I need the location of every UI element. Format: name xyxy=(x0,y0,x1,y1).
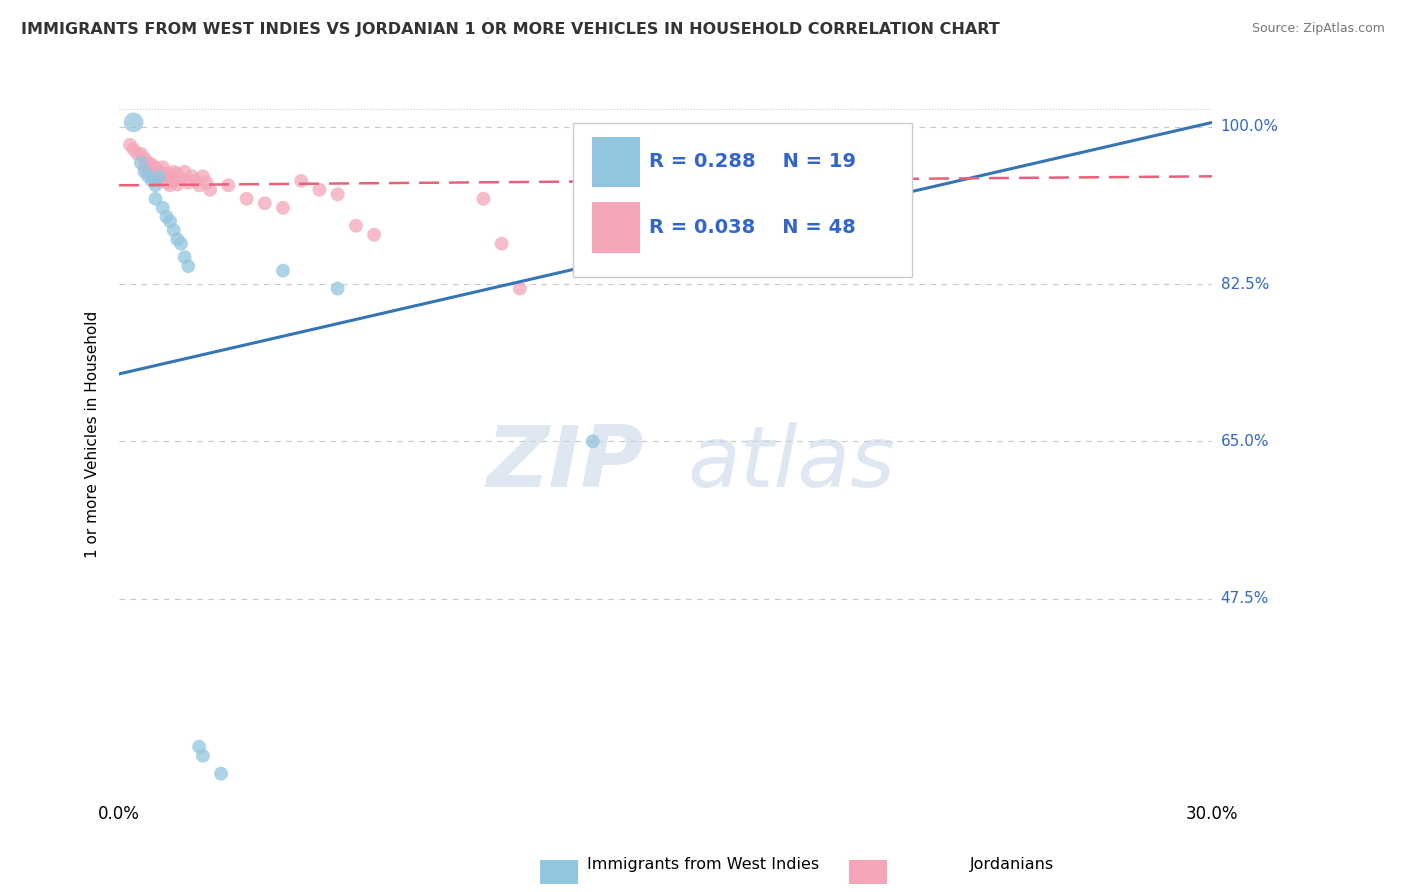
FancyBboxPatch shape xyxy=(592,136,641,187)
Point xyxy=(134,165,156,179)
Point xyxy=(129,146,152,161)
Point xyxy=(136,169,159,184)
FancyBboxPatch shape xyxy=(572,123,911,277)
Point xyxy=(188,178,211,193)
Point xyxy=(173,165,195,179)
Point xyxy=(177,259,200,273)
Point xyxy=(235,192,257,206)
Point xyxy=(891,128,914,143)
Point xyxy=(188,739,211,754)
Point xyxy=(654,165,676,179)
Point xyxy=(173,250,195,264)
Point xyxy=(155,176,177,190)
Point xyxy=(509,282,531,296)
Point xyxy=(159,214,181,228)
Point xyxy=(491,236,513,251)
Point xyxy=(163,223,186,237)
Point xyxy=(217,178,239,193)
Point xyxy=(155,167,177,181)
Point xyxy=(163,165,186,179)
Text: atlas: atlas xyxy=(688,422,896,506)
Point xyxy=(166,167,188,181)
Point xyxy=(672,236,695,251)
Point xyxy=(198,183,221,197)
Text: ZIP: ZIP xyxy=(486,422,644,506)
Point xyxy=(134,161,156,175)
Point xyxy=(141,169,163,184)
Point xyxy=(141,174,163,188)
Point xyxy=(145,192,167,206)
Point xyxy=(191,748,214,763)
Point xyxy=(326,187,349,202)
Text: 100.0%: 100.0% xyxy=(1220,120,1278,135)
Point xyxy=(129,156,152,170)
Point xyxy=(152,172,174,186)
Text: R = 0.288    N = 19: R = 0.288 N = 19 xyxy=(650,152,856,171)
Point xyxy=(873,128,896,143)
Point xyxy=(191,169,214,184)
Point xyxy=(163,174,186,188)
Point xyxy=(136,165,159,179)
Point xyxy=(145,178,167,193)
Point xyxy=(159,178,181,193)
Text: R = 0.038    N = 48: R = 0.038 N = 48 xyxy=(650,218,856,237)
Point xyxy=(148,169,170,184)
Point xyxy=(141,158,163,172)
Point xyxy=(184,174,207,188)
Point xyxy=(253,196,276,211)
Point xyxy=(152,161,174,175)
Point xyxy=(181,169,204,184)
Point xyxy=(326,282,349,296)
FancyBboxPatch shape xyxy=(592,202,641,253)
Point xyxy=(159,169,181,184)
Point xyxy=(122,115,145,129)
Point xyxy=(145,161,167,175)
Point xyxy=(690,245,713,260)
Point xyxy=(148,165,170,179)
Text: IMMIGRANTS FROM WEST INDIES VS JORDANIAN 1 OR MORE VEHICLES IN HOUSEHOLD CORRELA: IMMIGRANTS FROM WEST INDIES VS JORDANIAN… xyxy=(21,22,1000,37)
Point xyxy=(363,227,385,242)
Point xyxy=(134,152,156,166)
Point xyxy=(582,434,605,449)
Point xyxy=(177,176,200,190)
Text: 65.0%: 65.0% xyxy=(1220,434,1270,449)
Point xyxy=(166,232,188,246)
Point xyxy=(166,178,188,192)
Point xyxy=(170,236,193,251)
Point xyxy=(155,210,177,224)
Text: Immigrants from West Indies: Immigrants from West Indies xyxy=(586,857,820,872)
Point xyxy=(271,201,294,215)
Point xyxy=(148,174,170,188)
Point xyxy=(136,156,159,170)
Point xyxy=(122,142,145,156)
Point xyxy=(145,172,167,186)
Text: Jordanians: Jordanians xyxy=(970,857,1054,872)
Y-axis label: 1 or more Vehicles in Household: 1 or more Vehicles in Household xyxy=(86,311,100,558)
Point xyxy=(344,219,367,233)
Point xyxy=(209,766,232,780)
Point xyxy=(127,146,149,161)
Point xyxy=(472,192,495,206)
Point xyxy=(195,176,218,190)
Text: 82.5%: 82.5% xyxy=(1220,277,1268,292)
Point xyxy=(271,263,294,277)
Point xyxy=(118,137,141,152)
Text: 47.5%: 47.5% xyxy=(1220,591,1268,606)
Point xyxy=(290,174,312,188)
Point xyxy=(152,201,174,215)
Point xyxy=(170,172,193,186)
Point xyxy=(308,183,330,197)
Text: Source: ZipAtlas.com: Source: ZipAtlas.com xyxy=(1251,22,1385,36)
